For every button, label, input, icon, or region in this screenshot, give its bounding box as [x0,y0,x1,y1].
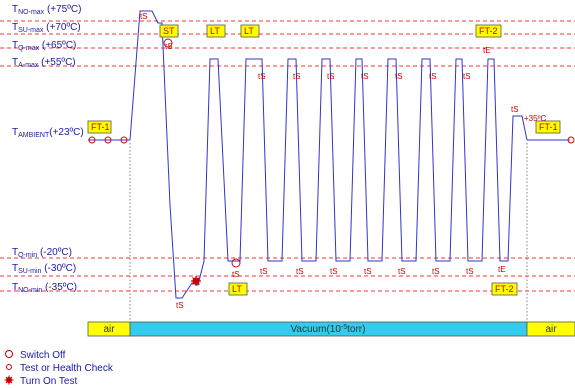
health-check-icon [6,364,12,370]
health-check-icon [88,136,96,144]
ts-marker: tS [466,267,474,276]
health-check-icon [567,136,575,144]
ts-marker: tS [260,267,268,276]
ts-marker: tS [511,105,519,114]
ts-marker: tS [398,267,406,276]
test-tags: FT-1 ST LT LT FT-2 LT FT-2 FT-1 [87,24,561,296]
turn-on-test-icon [191,276,201,286]
label-su-max: TSU-max (+70ºC) [12,22,81,34]
vacuum-label: Vacuum(10-5torr) [291,324,366,335]
svg-text:FT-2: FT-2 [495,284,514,294]
label-q-min: TQ-min (-20ºC) [12,247,72,259]
label-ambient: TAMBIENT(+23ºC) [12,127,84,139]
tag-lt-bottom: LT [228,282,248,296]
label-no-max: TNO-max (+75ºC) [12,4,81,16]
ts-marker: tS [361,72,369,81]
label-a-max: TA-max (+55ºC) [12,57,76,69]
legend-turn-on-test-label: Turn On Test [20,376,77,387]
label-q-max: TQ-max (+65ºC) [12,40,76,52]
ts-marker: tS [232,270,240,279]
tag-ft2-bottom: FT-2 [491,282,518,296]
ts-marker: tS [165,42,173,51]
tag-lt-top-2: LT [240,24,260,38]
tag-st: ST [159,24,179,38]
tag-ft1-start: FT-1 [87,120,112,134]
ts-marker: tS [330,267,338,276]
profile-events [88,38,575,286]
svg-text:FT-2: FT-2 [479,26,498,36]
switch-off-icon [231,258,241,268]
ts-marker: tS [463,72,471,81]
temperature-profile-line [129,10,528,299]
svg-text:LT: LT [210,26,220,36]
turn-on-test-icon [4,375,14,385]
svg-text:LT: LT [232,284,242,294]
phase-bar: air Vacuum(10-5torr) air [87,321,575,337]
tag-ft1-end: FT-1 [535,120,561,134]
switch-off-icon [5,350,13,358]
svg-text:FT-1: FT-1 [91,122,110,132]
legend: Switch Off Test or Health Check Turn On … [4,350,114,387]
svg-text:LT: LT [244,26,254,36]
ts-marker: tS [140,12,148,21]
ts-marker: tS [395,72,403,81]
air-label-start: air [103,324,115,335]
time-markers: tS tS tS tS tS tS tS tS tS tS tS tS tS t… [140,12,546,310]
svg-text:FT-1: FT-1 [539,122,558,132]
ts-marker: tS [327,72,335,81]
health-check-icon [104,136,112,144]
svg-text:ST: ST [163,26,175,36]
te-marker: tE [483,46,491,55]
label-no-min: TNO-min (-35ºC) [12,282,77,294]
ts-marker: tS [429,72,437,81]
health-check-icon [120,136,128,144]
ts-marker: tS [432,267,440,276]
tag-ft2-top: FT-2 [475,24,502,38]
legend-health-check-label: Test or Health Check [20,363,114,374]
label-su-min: TSU-min (-30ºC) [12,263,76,275]
ts-marker: tS [258,72,266,81]
air-phase-end [526,321,575,337]
te-marker: tE [498,265,506,274]
legend-switch-off-label: Switch Off [20,350,66,361]
ts-marker: tS [364,267,372,276]
plus35-label: +35ºC [524,114,546,123]
ts-marker: tS [176,301,184,310]
ts-marker: tS [293,72,301,81]
tag-lt-top-1: LT [206,24,226,38]
temperature-labels: TNO-max (+75ºC) TSU-max (+70ºC) TQ-max (… [12,4,84,294]
air-label-end: air [545,324,557,335]
ts-marker: tS [296,267,304,276]
health-check-icon [163,38,173,48]
